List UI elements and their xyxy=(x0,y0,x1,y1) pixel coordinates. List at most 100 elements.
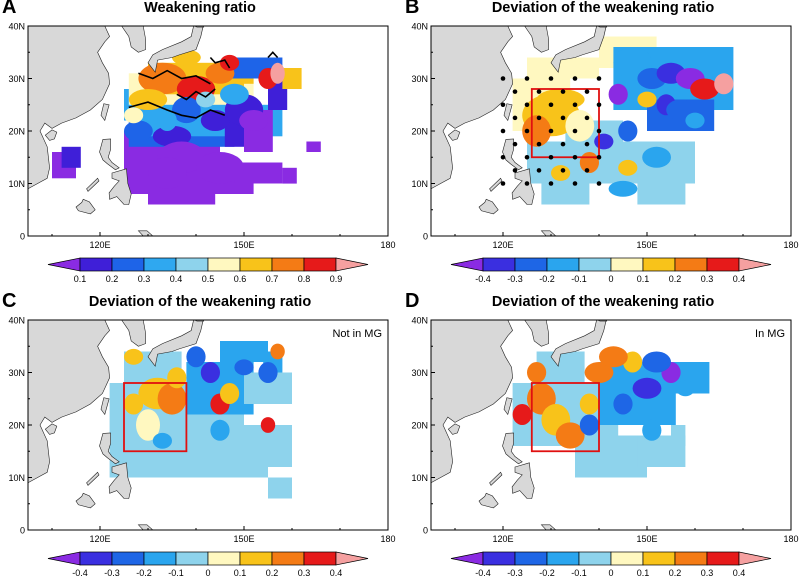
land-shape xyxy=(86,471,100,486)
panel-subtitle: Not in MG xyxy=(332,328,382,340)
lat-label: 0 xyxy=(423,526,428,536)
significance-dot xyxy=(560,168,566,173)
map-area: 0 10N 20N 30N 40N 120E 150E 180 0.1 0.2 0.3 0.4 0.5 0… xyxy=(8,22,395,285)
land-shape xyxy=(511,462,535,499)
data-cell xyxy=(282,68,302,89)
panel-d: D Deviation of the weakening ratio 0 10N 2… xyxy=(403,290,803,584)
colorbar-segment xyxy=(450,257,484,272)
lat-label: 10N xyxy=(411,473,428,483)
lat-label: 30N xyxy=(411,368,428,378)
significance-dot xyxy=(512,168,518,173)
colorbar-segment xyxy=(207,257,241,272)
colorbar-segment xyxy=(482,257,516,272)
colorbar-label: -0.3 xyxy=(507,274,523,284)
significance-dot xyxy=(512,89,518,94)
contour-line xyxy=(267,51,279,59)
land-shape xyxy=(511,168,535,205)
data-blob xyxy=(579,393,599,415)
colorbar-segment xyxy=(271,257,305,272)
land-shape xyxy=(100,103,110,122)
data-blob xyxy=(584,362,614,383)
data-blob xyxy=(685,112,705,129)
data-blob xyxy=(124,393,144,415)
land-shape xyxy=(75,492,96,509)
colorbar-label: -0.1 xyxy=(571,568,587,578)
data-blob xyxy=(186,346,206,368)
colorbar-segment xyxy=(610,257,644,272)
colorbar-segment xyxy=(335,257,369,272)
colorbar-segment xyxy=(610,551,644,566)
colorbar-segment xyxy=(738,257,772,272)
significance-dot xyxy=(584,115,590,121)
significance-dot xyxy=(512,141,518,147)
colorbar-label: 0.4 xyxy=(733,274,746,284)
land-shape xyxy=(86,177,100,192)
lon-label: 180 xyxy=(380,534,395,544)
data-blob xyxy=(527,362,547,383)
colorbar-label: 0.9 xyxy=(330,274,343,284)
significance-dot xyxy=(596,102,602,108)
colorbar-label: 0.3 xyxy=(298,568,311,578)
region-box xyxy=(123,382,188,453)
colorbar-segment xyxy=(79,551,113,566)
colorbar-segment xyxy=(642,551,676,566)
data-cell xyxy=(234,162,283,184)
data-blob xyxy=(123,120,153,142)
colorbar-label: 0.1 xyxy=(74,274,87,284)
land-shape xyxy=(121,25,146,53)
lat-label: 10N xyxy=(8,179,25,189)
lon-label: 150E xyxy=(233,240,254,250)
land-shape xyxy=(489,177,503,192)
data-cell xyxy=(220,341,268,362)
panel-label: B xyxy=(405,0,420,18)
land-shape xyxy=(99,432,120,465)
colorbar-segment xyxy=(450,551,484,566)
lat-label: 40N xyxy=(8,22,25,32)
significance-dot xyxy=(572,154,578,160)
data-blob xyxy=(200,362,220,383)
data-blob xyxy=(258,362,278,383)
data-blob xyxy=(522,115,551,147)
colorbar-label: 0.3 xyxy=(701,568,714,578)
data-blob xyxy=(632,377,662,399)
land-shape xyxy=(478,198,499,215)
colorbar-segment xyxy=(706,551,740,566)
significance-dot xyxy=(560,141,566,147)
colorbar-label: 0.5 xyxy=(202,274,215,284)
land-shape xyxy=(524,319,549,347)
data-blob xyxy=(220,83,249,105)
data-blob xyxy=(157,110,177,131)
panel-title: Deviation of the weakening ratio xyxy=(491,0,715,16)
land-shape xyxy=(137,524,154,531)
lat-label: 20N xyxy=(411,421,428,431)
colorbar-segment xyxy=(514,551,548,566)
significance-dot xyxy=(500,128,506,134)
significance-dot xyxy=(584,89,590,94)
lat-label: 40N xyxy=(411,316,428,326)
significance-dot xyxy=(572,76,578,81)
map-svg: 0 10N 20N 30N 40N 120E 150E 180 In MG -0.4 -0.3 -0.… xyxy=(411,316,798,579)
land-shape xyxy=(447,423,461,435)
colorbar-label: 0.8 xyxy=(298,274,311,284)
significance-dot xyxy=(524,154,530,160)
land-shape xyxy=(430,25,513,190)
colorbar-label: -0.1 xyxy=(571,274,587,284)
panel-label: C xyxy=(2,290,17,312)
map-svg: 0 10N 20N 30N 40N 120E 150E 180 -0.4 -0.3 -0.2 -0.1… xyxy=(411,22,798,285)
data-blob xyxy=(124,348,144,365)
land-shape xyxy=(524,25,549,53)
significance-dot xyxy=(536,141,542,147)
data-blob xyxy=(512,404,532,425)
colorbar-label: 0.3 xyxy=(138,274,151,284)
land-shape xyxy=(27,25,110,190)
significance-dot xyxy=(548,154,554,160)
land-shape xyxy=(502,138,523,171)
colorbar-label: 0.4 xyxy=(733,568,746,578)
data-cell xyxy=(61,146,81,168)
significance-dot xyxy=(524,102,530,108)
significance-dot xyxy=(572,181,578,186)
significance-dot xyxy=(524,76,530,81)
lon-label: 120E xyxy=(89,240,110,250)
data-layer xyxy=(512,36,734,205)
land-shape xyxy=(100,397,110,416)
